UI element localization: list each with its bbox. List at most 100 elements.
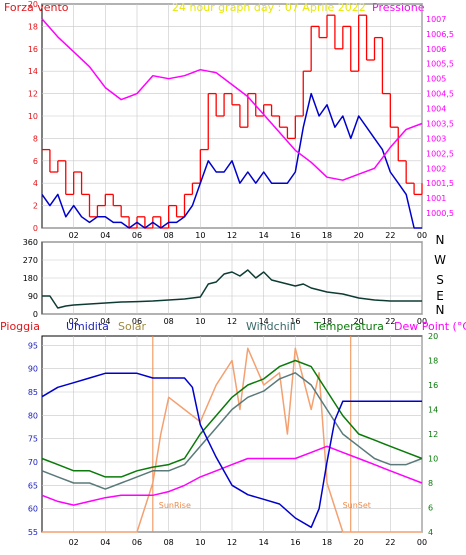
p1-x-tick-18: 18 <box>322 231 332 240</box>
p3-right-tick-14: 14 <box>428 406 438 415</box>
p1-right-tick-1005: 1005 <box>426 75 446 84</box>
p2-x-tick-14: 14 <box>259 317 269 326</box>
panel1-center-title: 24 hour graph day : 07 Aprile 2022 <box>172 1 366 14</box>
p2-x-tick-02: 02 <box>69 317 79 326</box>
p1-left-tick-16: 16 <box>28 45 38 54</box>
p3-sunrise-label: SunRise <box>159 501 191 510</box>
p3-right-tick-4: 4 <box>428 528 433 537</box>
p2-x-tick-22: 22 <box>385 317 395 326</box>
p2-direction-line <box>42 269 422 309</box>
p1-right-tick-1004: 1004 <box>426 105 446 114</box>
p3-left-tick-95: 95 <box>28 341 38 350</box>
p1-left-tick-14: 14 <box>28 67 38 76</box>
p3-header-label-5: Dew Point (°C) <box>394 320 466 333</box>
p3-sunset-label: SunSet <box>343 501 371 510</box>
p1-right-tick-1002: 1002 <box>426 164 446 173</box>
p3-header-label-4: Temperatura <box>313 320 384 333</box>
p1-left-tick-8: 8 <box>33 134 38 143</box>
p3-left-tick-85: 85 <box>28 388 38 397</box>
p3-header-label-1: Umidita <box>66 320 109 333</box>
p2-y-tick-270: 270 <box>23 256 38 265</box>
p1-x-tick-20: 20 <box>354 231 364 240</box>
p2-x-tick-06: 06 <box>132 317 142 326</box>
p3-x-tick-02: 02 <box>69 538 79 547</box>
p2-x-tick-10: 10 <box>195 317 205 326</box>
p3-left-tick-60: 60 <box>28 505 38 514</box>
p3-left-tick-55: 55 <box>28 528 38 537</box>
p2-cardinal-4: N <box>436 303 445 317</box>
p3-header-label-3: Windchill <box>246 320 296 333</box>
p1-wind-line <box>41 92 422 229</box>
p3-left-tick-70: 70 <box>28 458 38 467</box>
p1-left-tick-10: 10 <box>28 112 38 121</box>
p3-x-tick-06: 06 <box>132 538 142 547</box>
p3-x-tick-10: 10 <box>195 538 205 547</box>
p2-x-tick-18: 18 <box>322 317 332 326</box>
p3-right-tick-16: 16 <box>428 381 438 390</box>
p3-x-tick-22: 22 <box>385 538 395 547</box>
p1-left-tick-0: 0 <box>33 224 38 233</box>
p3-solar-line <box>42 347 422 533</box>
p1-x-tick-06: 06 <box>132 231 142 240</box>
p3-humidity-line <box>41 372 422 529</box>
p3-header-label-2: Solar <box>118 320 147 333</box>
p3-x-tick-04: 04 <box>100 538 110 547</box>
p1-x-tick-00: 00 <box>417 231 427 240</box>
p3-right-tick-10: 10 <box>428 455 438 464</box>
p1-x-tick-08: 08 <box>164 231 174 240</box>
p1-right-tick-1005,5: 1005,5 <box>426 60 454 69</box>
p1-right-tick-1007: 1007 <box>426 15 446 24</box>
p2-x-tick-00: 00 <box>417 317 427 326</box>
p2-x-tick-08: 08 <box>164 317 174 326</box>
p1-x-tick-16: 16 <box>290 231 300 240</box>
p3-left-tick-90: 90 <box>28 365 38 374</box>
p3-dewpoint-line <box>41 445 423 506</box>
p3-left-tick-80: 80 <box>28 411 38 420</box>
p2-x-tick-16: 16 <box>290 317 300 326</box>
p1-right-tick-1006,5: 1006,5 <box>426 30 454 39</box>
p2-cardinal-1: W <box>434 253 446 267</box>
p3-right-tick-12: 12 <box>428 430 438 439</box>
p1-right-tick-1006: 1006 <box>426 45 446 54</box>
p1-x-tick-10: 10 <box>195 231 205 240</box>
p2-y-tick-360: 360 <box>23 238 38 247</box>
p1-x-tick-12: 12 <box>227 231 237 240</box>
p3-right-tick-18: 18 <box>428 357 438 366</box>
p1-left-tick-4: 4 <box>33 179 38 188</box>
p1-left-tick-2: 2 <box>33 202 38 211</box>
p2-y-tick-90: 90 <box>28 292 38 301</box>
p1-left-tick-6: 6 <box>33 157 38 166</box>
p1-x-tick-22: 22 <box>385 231 395 240</box>
p1-x-tick-02: 02 <box>69 231 79 240</box>
p3-x-tick-12: 12 <box>227 538 237 547</box>
p3-right-tick-6: 6 <box>428 504 433 513</box>
p1-right-tick-1001: 1001 <box>426 194 446 203</box>
p2-cardinal-0: N <box>436 233 445 247</box>
p2-y-tick-180: 180 <box>23 274 38 283</box>
panel1-right-title: Pressione <box>372 1 425 14</box>
p2-y-tick-0: 0 <box>33 310 38 319</box>
p3-x-tick-00: 00 <box>417 538 427 547</box>
p1-right-tick-1001,5: 1001,5 <box>426 179 454 188</box>
p1-left-tick-18: 18 <box>28 22 38 31</box>
p1-right-tick-1003: 1003 <box>426 134 446 143</box>
p1-right-tick-1000,5: 1000,5 <box>426 209 454 218</box>
p1-left-tick-20: 20 <box>28 0 38 9</box>
p3-header-label-0: Pioggia <box>0 320 40 333</box>
p3-temperature-line <box>41 359 423 478</box>
p2-x-tick-12: 12 <box>227 317 237 326</box>
p3-x-tick-20: 20 <box>354 538 364 547</box>
p2-cardinal-3: E <box>436 289 444 303</box>
p3-left-tick-65: 65 <box>28 481 38 490</box>
p3-right-tick-20: 20 <box>428 332 438 341</box>
p1-right-tick-1004,5: 1004,5 <box>426 90 454 99</box>
p1-pressure-line <box>41 18 423 181</box>
p2-x-tick-20: 20 <box>354 317 364 326</box>
p3-x-tick-14: 14 <box>259 538 269 547</box>
p2-x-tick-04: 04 <box>100 317 110 326</box>
p3-windchill-line <box>41 372 423 490</box>
p3-left-tick-75: 75 <box>28 435 38 444</box>
p3-x-tick-16: 16 <box>290 538 300 547</box>
